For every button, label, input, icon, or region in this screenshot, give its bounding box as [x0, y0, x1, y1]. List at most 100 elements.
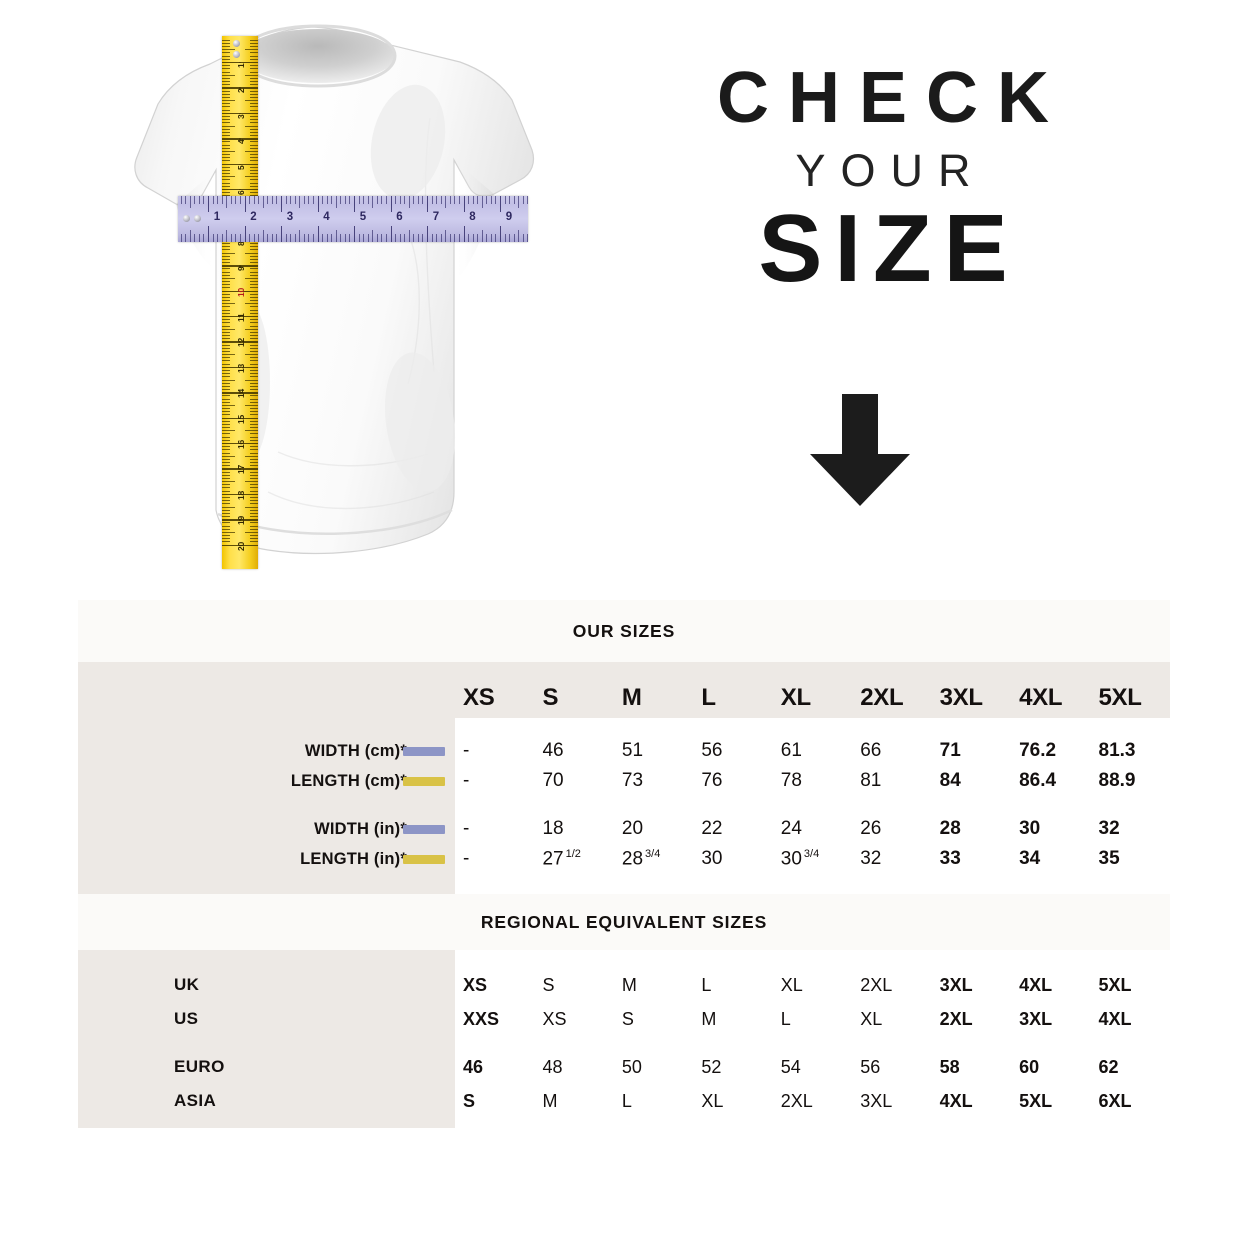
size-column-header: M: [621, 684, 642, 711]
measurement-cell: 18: [542, 818, 564, 839]
regional-cell: S: [621, 1008, 634, 1029]
measurement-cell: -: [463, 740, 470, 761]
measurement-label: WIDTH (in)*: [314, 819, 407, 838]
regional-value-row: XS S M L XL 2XL 3XL 4XL 5XL: [455, 968, 1170, 1002]
regional-label: US: [174, 1009, 199, 1028]
tshirt-svg: [134, 24, 535, 555]
measurement-cell: 22: [701, 818, 723, 839]
measurement-label-row: LENGTH (in)*: [78, 844, 455, 874]
regional-cell: 6XL: [1098, 1090, 1132, 1111]
shirt-body: [134, 26, 535, 555]
size-column-header: XL: [780, 684, 811, 711]
regional-label: UK: [174, 975, 200, 994]
measurement-cell: -: [463, 770, 470, 791]
width-color-swatch: [403, 746, 445, 756]
title-line-size: SIZE: [758, 194, 1020, 302]
tshirt-illustration: [108, 22, 538, 582]
regional-cell: 50: [621, 1056, 642, 1077]
regional-cell: 48: [542, 1056, 563, 1077]
measurement-cell: 20: [621, 818, 644, 839]
measurement-cell: 30: [1019, 818, 1041, 839]
measurement-cell: 61: [780, 740, 802, 761]
regional-cell: 54: [780, 1056, 801, 1077]
measurement-value-row: - 27 1/2 28 3/4 30 30 3/4 32 33 34 35: [455, 844, 1170, 874]
regional-cell: XS: [463, 974, 488, 995]
regional-cell: XL: [860, 1008, 883, 1029]
regional-cell: M: [701, 1008, 717, 1029]
size-column-header: S: [542, 684, 559, 711]
regional-values: XS S M L XL 2XL 3XL 4XL 5XL XXS XS S M L XL 2XL 3XL 4XL 46…: [455, 950, 1170, 1128]
regional-heading: REGIONAL EQUIVALENT SIZES: [480, 911, 768, 932]
measurement-cell: 84: [939, 770, 961, 791]
regional-cell: XL: [701, 1090, 724, 1111]
regional-cell: L: [701, 974, 712, 995]
measurement-cell: 33: [939, 848, 961, 869]
measurement-label: LENGTH (in)*: [300, 849, 407, 868]
length-color-swatch: [403, 854, 445, 864]
regional-cell: 2XL: [860, 974, 893, 995]
measurement-cell: 71: [939, 740, 961, 761]
regional-label: EURO: [174, 1057, 225, 1076]
hero-section: 1234567891011121314151617181920 12345678…: [0, 0, 1251, 598]
measurement-cell: 86.4: [1019, 770, 1057, 791]
regional-cell: 46: [463, 1056, 484, 1077]
regional-labels: UK US EURO ASIA: [78, 950, 455, 1128]
measurement-cell: 30 3/4: [780, 847, 820, 870]
regional-cell: XXS: [463, 1008, 500, 1029]
regional-value-row: 46 48 50 52 54 56 58 60 62: [455, 1050, 1170, 1084]
measurement-cell: 66: [860, 740, 882, 761]
regional-label: ASIA: [174, 1091, 217, 1110]
measurement-cell: 32: [860, 848, 882, 869]
hero-title: CHECK YOUR SIZE: [628, 58, 1138, 302]
regional-cell: L: [621, 1090, 632, 1111]
regional-cell: 58: [939, 1056, 960, 1077]
measuring-tape-vertical-icon: 1234567891011121314151617181920: [222, 36, 258, 569]
regional-cell: 56: [860, 1056, 881, 1077]
title-line-check: CHECK: [716, 58, 1068, 138]
regional-cell: 60: [1019, 1056, 1040, 1077]
length-color-swatch: [403, 776, 445, 786]
regional-cell: 5XL: [1019, 1090, 1053, 1111]
measurement-cell: -: [463, 818, 470, 839]
measurement-cell: 28: [939, 818, 961, 839]
measurement-cell: 32: [1098, 818, 1120, 839]
regional-cell: 2XL: [939, 1008, 973, 1029]
size-column-header: 2XL: [860, 684, 904, 711]
measurement-labels: WIDTH (cm)* LENGTH (cm)* WIDTH (in)* LENGTH…: [78, 718, 455, 894]
regional-value-row: S M L XL 2XL 3XL 4XL 5XL 6XL: [455, 1084, 1170, 1118]
regional-cell: 5XL: [1098, 974, 1132, 995]
measurement-label-row: WIDTH (cm)*: [78, 736, 455, 766]
regional-cell: 3XL: [939, 974, 973, 995]
size-column-header: XS: [463, 684, 495, 711]
measurement-cell: 34: [1019, 848, 1041, 869]
regional-value-row: XXS XS S M L XL 2XL 3XL 4XL: [455, 1002, 1170, 1036]
measurement-cell: 56: [701, 740, 723, 761]
size-column-header: 3XL: [939, 684, 983, 711]
measurement-label: LENGTH (cm)*: [290, 771, 407, 790]
regional-cell: S: [542, 974, 555, 995]
measurement-cell: 88.9: [1098, 770, 1136, 791]
regional-heading-band: REGIONAL EQUIVALENT SIZES: [78, 894, 1170, 950]
measurement-values: - 46 51 56 61 66 71 76.2 81.3 - 70 73 76 78 81 84 86.4 88…: [455, 718, 1170, 894]
regional-cell: S: [463, 1090, 476, 1111]
regional-cell: 62: [1098, 1056, 1119, 1077]
measurement-label-row: WIDTH (in)*: [78, 814, 455, 844]
regional-cell: 3XL: [860, 1090, 893, 1111]
measurement-label-row: LENGTH (cm)*: [78, 766, 455, 796]
measurement-cell: 26: [860, 818, 882, 839]
measurement-cell: 81: [860, 770, 882, 791]
our-sizes-heading: OUR SIZES: [572, 620, 676, 641]
size-column-header: 5XL: [1098, 684, 1142, 711]
measurement-cell: 30: [701, 848, 723, 869]
regional-cell: 3XL: [1019, 1008, 1053, 1029]
measurement-value-row: - 46 51 56 61 66 71 76.2 81.3: [455, 736, 1170, 766]
measurement-cell: 24: [780, 818, 802, 839]
title-line-your: YOUR: [795, 145, 986, 197]
down-arrow-icon: [806, 392, 914, 508]
shirt-collar: [241, 29, 395, 83]
measurement-cell: 27 1/2: [542, 847, 581, 870]
regional-cell: M: [621, 974, 637, 995]
regional-cell: 4XL: [1019, 974, 1053, 995]
measurement-cell: 35: [1098, 848, 1120, 869]
